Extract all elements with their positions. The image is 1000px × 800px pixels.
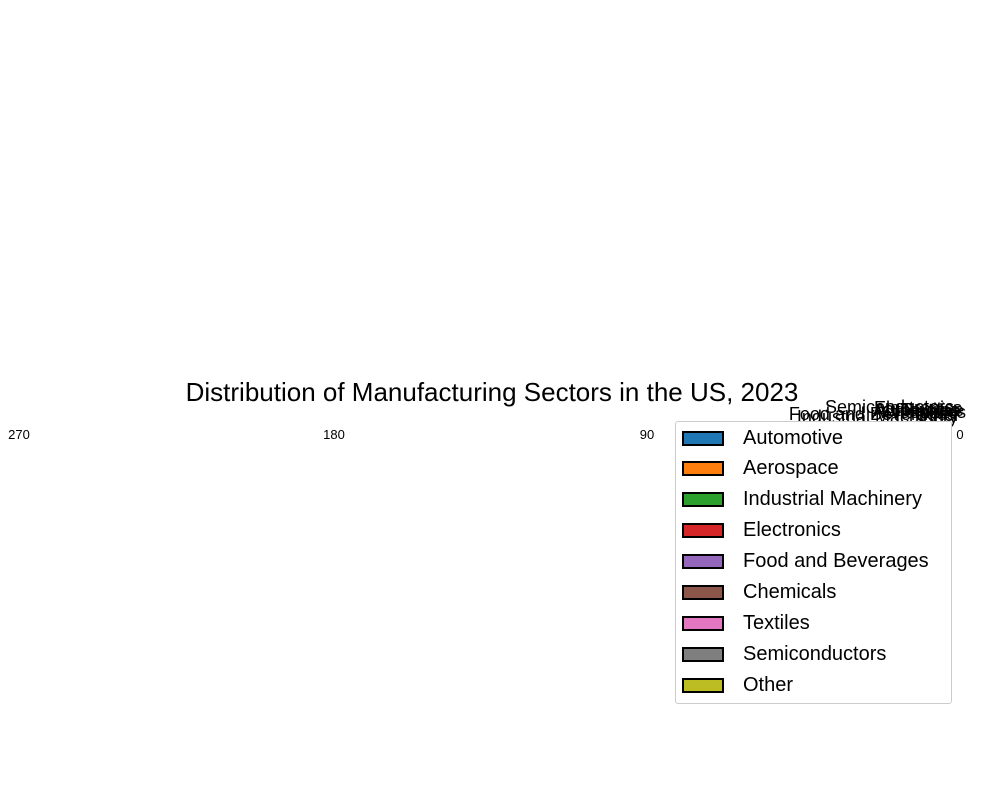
- angle-tick-label: 90: [640, 427, 654, 442]
- legend-label: Automotive: [743, 426, 844, 449]
- slice-label: Textiles: [900, 400, 960, 420]
- legend-swatch: [682, 646, 724, 662]
- legend-item: Other: [682, 671, 793, 699]
- legend-item: Textiles: [682, 609, 810, 637]
- legend-swatch: [682, 430, 724, 446]
- legend-label: Aerospace: [743, 457, 839, 480]
- legend-label: Food and Beverages: [743, 550, 929, 573]
- slice-label: Semiconductors: [825, 397, 954, 417]
- legend-item: Food and Beverages: [682, 548, 929, 576]
- angle-tick-label: 0: [956, 427, 963, 442]
- legend-swatch: [682, 677, 724, 693]
- slice-label: Other: [915, 405, 960, 425]
- slice-label: Chemicals: [882, 402, 966, 422]
- legend-label: Chemicals: [743, 581, 837, 603]
- legend-swatch: [682, 554, 724, 570]
- legend-label: Textiles: [743, 611, 810, 634]
- legend-label: Industrial Machinery: [743, 488, 922, 511]
- angle-ticks: 270 180 90 0: [8, 427, 963, 442]
- angle-tick-label: 270: [8, 427, 30, 442]
- slice-label: Automotive: [874, 400, 964, 420]
- legend-swatch: [682, 585, 724, 600]
- legend-label: Semiconductors: [743, 642, 887, 665]
- slice-label: Electronics: [874, 398, 962, 418]
- legend-label: Electronics: [743, 519, 841, 542]
- legend-swatch: [682, 461, 724, 477]
- legend-item: Automotive: [682, 424, 843, 452]
- slice-label: Aerospace: [872, 402, 958, 422]
- legend-swatch: [682, 523, 724, 539]
- legend-item: Chemicals: [682, 579, 836, 607]
- legend-item: Semiconductors: [682, 640, 886, 668]
- slice-label: Food and Beverages: [789, 404, 956, 424]
- angle-tick-label: 180: [323, 427, 345, 442]
- legend-item: Aerospace: [682, 455, 839, 483]
- legend-swatch: [682, 615, 724, 631]
- legend: Automotive Aerospace Industrial Machinery E…: [675, 421, 952, 704]
- legend-swatch: [682, 492, 724, 508]
- legend-item: Industrial Machinery: [682, 486, 922, 514]
- legend-item: Electronics: [682, 517, 841, 545]
- chart-title: Distribution of Manufacturing Sectors in…: [186, 377, 799, 407]
- legend-label: Other: [743, 673, 794, 696]
